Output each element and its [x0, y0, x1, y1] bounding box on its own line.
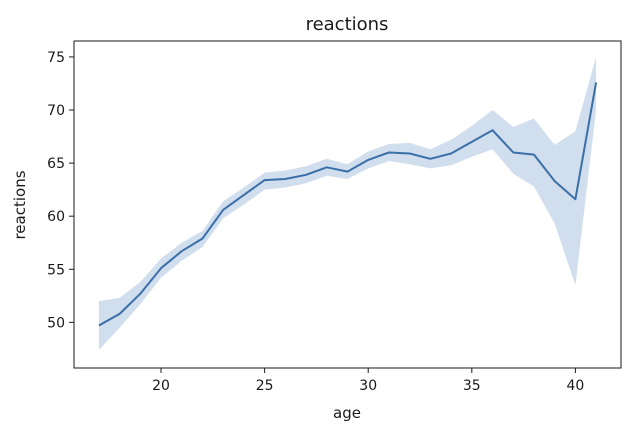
confidence-band	[98, 56, 597, 351]
x-axis-label: age	[333, 404, 361, 422]
y-tick-label: 60	[47, 209, 65, 225]
chart-title: reactions	[306, 14, 389, 35]
y-tick-label: 70	[47, 103, 65, 119]
confidence-band-layer	[98, 56, 597, 351]
y-tick-label: 75	[47, 50, 65, 66]
x-axis: 20 25 30 35 40	[152, 368, 584, 394]
y-tick-label: 65	[47, 156, 65, 172]
y-tick-label: 50	[47, 315, 65, 331]
x-tick-label: 30	[359, 378, 377, 394]
y-tick-label: 55	[47, 262, 65, 278]
y-axis: 50 55 60 65 70 75	[47, 50, 74, 331]
series-line	[98, 82, 598, 327]
series-line-layer	[98, 82, 598, 327]
x-tick-label: 35	[463, 378, 481, 394]
plot-area-frame	[73, 40, 622, 369]
y-axis-label: reactions	[11, 170, 29, 239]
x-tick-label: 40	[567, 378, 585, 394]
x-tick-label: 25	[256, 378, 274, 394]
x-tick-label: 20	[152, 378, 170, 394]
